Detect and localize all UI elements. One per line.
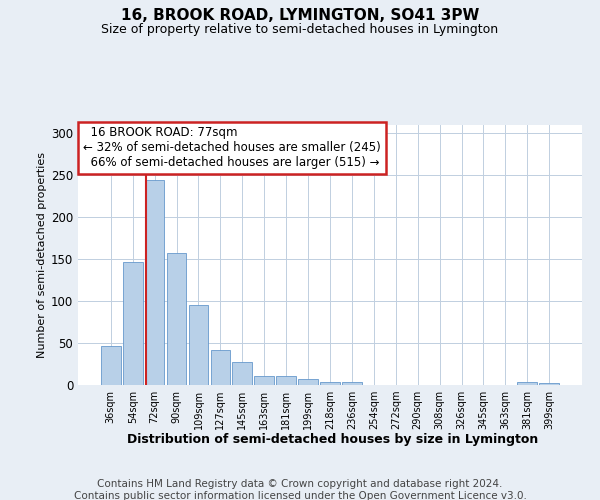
Bar [539, 384, 559, 385]
Y-axis label: Number of semi-detached properties: Number of semi-detached properties [37, 152, 47, 358]
Bar [342, 382, 362, 385]
Text: 16 BROOK ROAD: 77sqm
← 32% of semi-detached houses are smaller (245)
  66% of se: 16 BROOK ROAD: 77sqm ← 32% of semi-detac… [83, 126, 381, 170]
Bar [232, 362, 252, 385]
Text: Size of property relative to semi-detached houses in Lymington: Size of property relative to semi-detach… [101, 22, 499, 36]
Bar [211, 350, 230, 385]
Bar [101, 346, 121, 385]
Text: Distribution of semi-detached houses by size in Lymington: Distribution of semi-detached houses by … [127, 432, 539, 446]
Text: Contains public sector information licensed under the Open Government Licence v3: Contains public sector information licen… [74, 491, 526, 500]
Bar [320, 382, 340, 385]
Bar [254, 376, 274, 385]
Bar [167, 254, 187, 385]
Text: Contains HM Land Registry data © Crown copyright and database right 2024.: Contains HM Land Registry data © Crown c… [97, 479, 503, 489]
Bar [123, 262, 143, 385]
Bar [517, 382, 537, 385]
Text: 16, BROOK ROAD, LYMINGTON, SO41 3PW: 16, BROOK ROAD, LYMINGTON, SO41 3PW [121, 8, 479, 22]
Bar [145, 180, 164, 385]
Bar [188, 306, 208, 385]
Bar [276, 376, 296, 385]
Bar [298, 379, 318, 385]
